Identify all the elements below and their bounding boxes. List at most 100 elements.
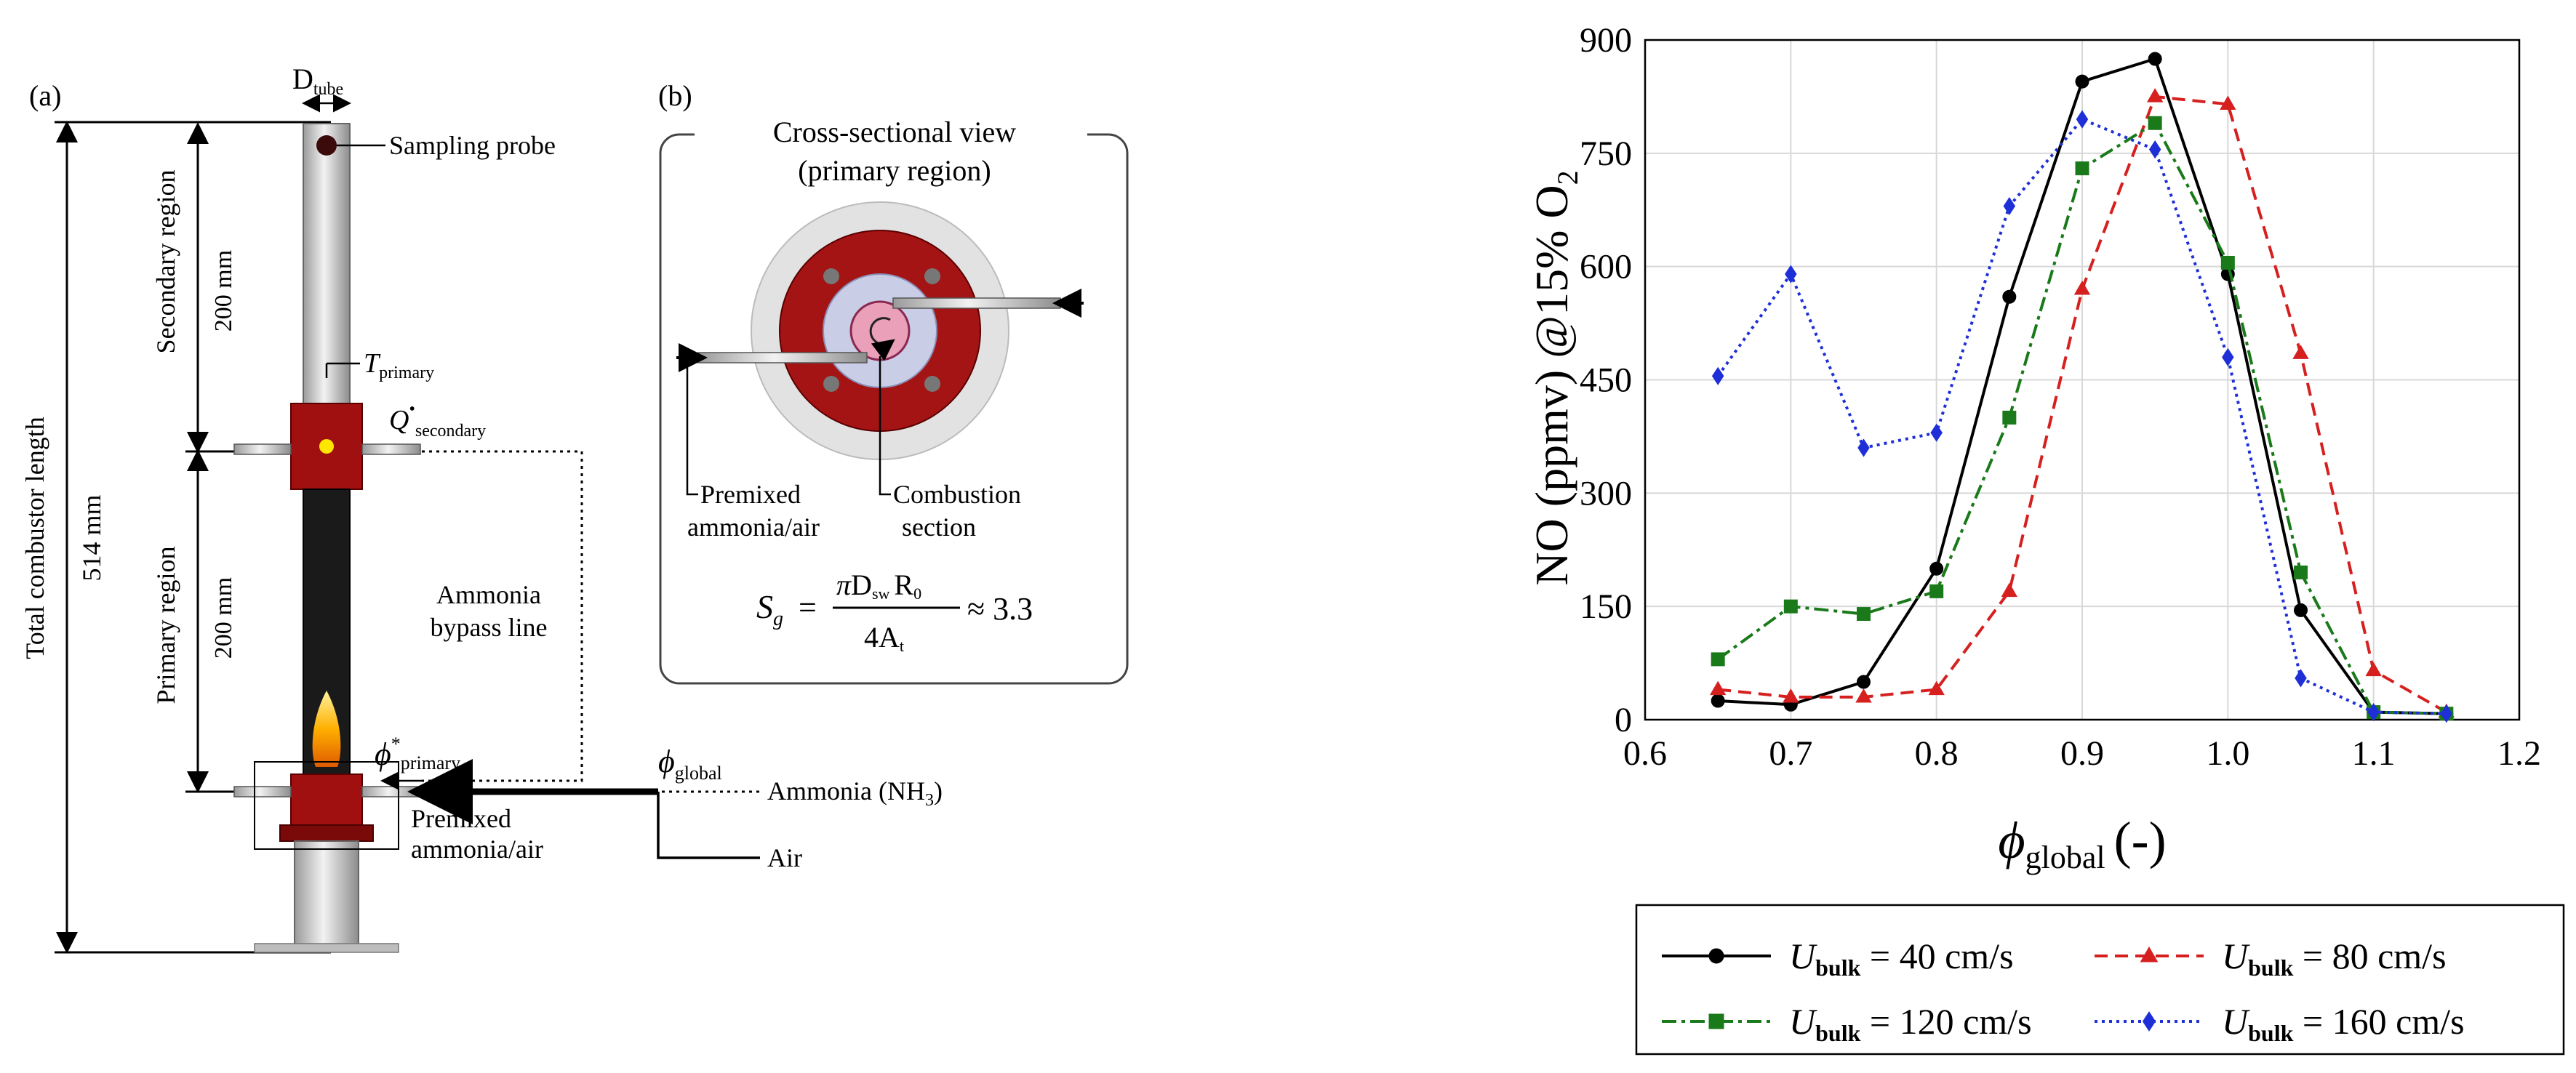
data-point xyxy=(2075,161,2089,176)
legend-entry-0: Ubulk = 40 cm/s xyxy=(1662,936,2014,981)
len-200-bottom-label: 200 mm xyxy=(210,577,237,659)
svg-text:200 mm: 200 mm xyxy=(210,577,237,659)
panel-b-title-1: Cross-sectional view xyxy=(773,116,1016,148)
data-point xyxy=(2076,110,2089,129)
total-length-label: Total combustor length xyxy=(20,417,49,659)
data-point xyxy=(1857,438,1870,457)
series-1 xyxy=(1709,88,2455,718)
panel-b-label: (b) xyxy=(658,79,692,112)
panel-b-title-bg xyxy=(695,116,1087,149)
panel-a-label: (a) xyxy=(29,79,61,112)
y-tick-label: 300 xyxy=(1580,474,1632,513)
data-point xyxy=(2148,140,2161,159)
y-tick-labels: 0 150 300 450 600 750 900 xyxy=(1580,21,1632,739)
svg-text:Primary region: Primary region xyxy=(151,547,180,704)
burner-inlet-right xyxy=(361,786,421,797)
data-point xyxy=(2146,88,2164,103)
data-point xyxy=(2294,565,2308,579)
no-emission-chart: 0.6 0.7 0.8 0.9 1.0 1.1 1.2 0 150 300 450 600 750 90… xyxy=(1526,21,2565,1056)
svg-text:514 mm: 514 mm xyxy=(77,494,106,581)
combustion-label-1: Combustion xyxy=(893,480,1021,509)
phi-primary-label: ϕ*primary xyxy=(375,734,460,773)
premixed-leader-b xyxy=(686,358,698,496)
bolt-2 xyxy=(924,268,940,284)
y-tick-label: 0 xyxy=(1615,701,1632,739)
secondary-region-label: Secondary region xyxy=(151,170,180,354)
data-point xyxy=(2295,669,2307,688)
x-tick-labels: 0.6 0.7 0.8 0.9 1.0 1.1 1.2 xyxy=(1623,734,2541,773)
combustion-leader xyxy=(879,356,891,496)
data-point xyxy=(1711,366,1724,385)
len-200-top-label: 200 mm xyxy=(210,250,237,331)
premixed-label-b-2: ammonia/air xyxy=(687,513,820,542)
svg-text:Total combustor length: Total combustor length xyxy=(20,417,49,659)
data-point xyxy=(2367,702,2380,722)
legend-entry-2: Ubulk = 120 cm/s xyxy=(1662,1001,2032,1046)
legend-marker xyxy=(1708,948,1724,964)
data-point xyxy=(1929,561,1944,576)
primary-region-label: Primary region xyxy=(151,547,180,704)
inlet-tube-left xyxy=(697,352,868,363)
y-tick-label: 150 xyxy=(1580,587,1632,626)
burner-highlight-box xyxy=(254,761,399,850)
data-point xyxy=(1857,607,1871,622)
inlet-tube-right xyxy=(892,297,1061,309)
x-tick-label: 0.7 xyxy=(1769,734,1812,773)
data-point xyxy=(2073,281,2091,295)
x-tick-label: 0.6 xyxy=(1623,734,1667,773)
legend-label: Ubulk = 40 cm/s xyxy=(1789,936,2014,981)
series-group xyxy=(1709,52,2455,723)
bolt-1 xyxy=(823,268,839,284)
svg-text:NO (ppmv) @15% O2: NO (ppmv) @15% O2 xyxy=(1526,170,1584,585)
air-line xyxy=(657,792,760,859)
ammonia-bypass-line xyxy=(422,450,583,782)
x-tick-label: 0.8 xyxy=(1915,734,1959,773)
legend-entry-1: Ubulk = 80 cm/s xyxy=(2095,936,2447,981)
sampling-probe-label: Sampling probe xyxy=(389,131,556,160)
panel-b-title-2: (primary region) xyxy=(798,154,991,187)
data-point xyxy=(2365,662,2382,677)
legend: Ubulk = 40 cm/s Ubulk = 80 cm/s Ubulk = 12… xyxy=(1662,936,2465,1046)
legend-entry-3: Ubulk = 160 cm/s xyxy=(2095,1001,2465,1046)
y-tick-label: 450 xyxy=(1580,361,1632,400)
data-point xyxy=(2002,289,2017,304)
svg-text:≈ 3.3: ≈ 3.3 xyxy=(967,591,1033,627)
x-axis-label: ϕglobal (-) xyxy=(1998,811,2166,875)
data-point xyxy=(2148,116,2162,130)
flame-icon xyxy=(312,691,341,767)
svg-text:Sg: Sg xyxy=(756,588,783,630)
schematic-panel-b: (b) Cross-sectional view (primary region… xyxy=(658,79,1129,685)
data-point xyxy=(2294,603,2308,617)
legend-label: Ubulk = 80 cm/s xyxy=(2222,936,2447,981)
svg-text:=: = xyxy=(799,590,817,625)
base-pipe xyxy=(294,840,359,946)
data-point xyxy=(1929,584,1944,598)
data-point xyxy=(1930,423,1943,442)
series-3 xyxy=(1711,110,2453,723)
legend-label: Ubulk = 160 cm/s xyxy=(2222,1001,2465,1046)
data-point xyxy=(1928,680,1945,696)
swirl-number-equation: Sg = πDsw R0 4At ≈ 3.3 xyxy=(756,568,1033,655)
data-point xyxy=(1783,599,1798,614)
len-514-label: 514 mm xyxy=(77,494,106,581)
sampling-probe-dot xyxy=(316,135,337,156)
data-point xyxy=(2220,255,2235,270)
ammonia-bypass-label-1: Ammonia xyxy=(436,580,541,609)
base-plate xyxy=(254,943,399,953)
legend-marker xyxy=(2140,946,2159,963)
data-point xyxy=(1711,694,1725,708)
plot-frame xyxy=(1644,39,2521,721)
data-point xyxy=(2222,347,2234,366)
bolt-3 xyxy=(823,376,839,392)
combustion-label-2: section xyxy=(902,513,976,542)
data-point xyxy=(2440,704,2453,723)
data-point xyxy=(1783,688,1799,703)
x-tick-label: 1.1 xyxy=(2352,734,2396,773)
schematic-panel-a: (a) Total combustor length 514 mm Second… xyxy=(20,63,943,954)
data-point xyxy=(1711,652,1725,667)
swirl-arrow-icon xyxy=(869,317,895,361)
premixed-label-a-2: ammonia/air xyxy=(411,835,543,864)
burner-block xyxy=(290,773,363,826)
